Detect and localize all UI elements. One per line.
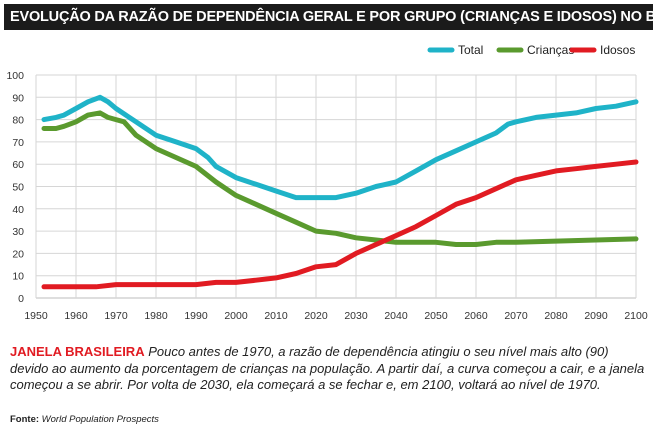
caption-text: Pouco antes de 1970, a razão de dependên… [10, 344, 645, 392]
caption-headline: JANELA BRASILEIRA [10, 344, 145, 359]
legend-label: Crianças [527, 43, 574, 57]
y-tick-label: 70 [12, 137, 24, 149]
gridlines [35, 74, 637, 299]
y-tick-label: 0 [18, 293, 24, 305]
source-label: Fonte: [10, 414, 40, 425]
x-tick-label: 2020 [304, 310, 328, 322]
x-tick-label: 2070 [504, 310, 528, 322]
x-tick-label: 1960 [64, 310, 88, 322]
y-tick-label: 60 [12, 159, 24, 171]
x-tick-label: 2050 [424, 310, 448, 322]
source-value: World Population Prospects [41, 414, 159, 425]
legend-label: Total [458, 43, 483, 57]
y-tick-label: 90 [12, 92, 24, 104]
source-note: Fonte: World Population Prospects [10, 414, 650, 425]
x-tick-label: 1980 [144, 310, 168, 322]
series-line-idosos [41, 159, 639, 290]
y-tick-label: 50 [12, 182, 24, 194]
x-tick-label: 2000 [224, 310, 248, 322]
series-lines [41, 94, 639, 290]
x-tick-label: 2030 [344, 310, 368, 322]
x-tick-label: 2010 [264, 310, 288, 322]
x-tick-label: 2080 [544, 310, 568, 322]
x-tick-label: 2090 [584, 310, 608, 322]
y-tick-label: 30 [12, 226, 24, 238]
x-tick-label: 2100 [624, 310, 648, 322]
x-tick-label: 1990 [184, 310, 208, 322]
x-tick-label: 2060 [464, 310, 488, 322]
y-tick-label: 10 [12, 271, 24, 283]
legend-label: Idosos [600, 43, 635, 57]
y-tick-label: 40 [12, 204, 24, 216]
chart-title: EVOLUÇÃO DA RAZÃO DE DEPENDÊNCIA GERAL E… [4, 4, 653, 30]
x-tick-label: 1970 [104, 310, 128, 322]
caption: JANELA BRASILEIRA Pouco antes de 1970, a… [10, 344, 650, 394]
series-line-crianças [41, 110, 639, 247]
series-line-total [41, 94, 639, 201]
legend: Total Crianças Idosos [427, 43, 635, 57]
y-tick-label: 80 [12, 115, 24, 127]
x-tick-label: 2040 [384, 310, 408, 322]
y-axis-tick-labels: 0 10 20 30 40 50 60 70 80 90 100 [6, 70, 24, 305]
x-tick-label: 1950 [24, 310, 48, 322]
y-tick-label: 20 [12, 248, 24, 260]
y-tick-label: 100 [6, 70, 24, 82]
x-axis-tick-labels: 1950 1960 1970 1980 1990 2000 2010 2020 2030 2040… [24, 310, 648, 322]
